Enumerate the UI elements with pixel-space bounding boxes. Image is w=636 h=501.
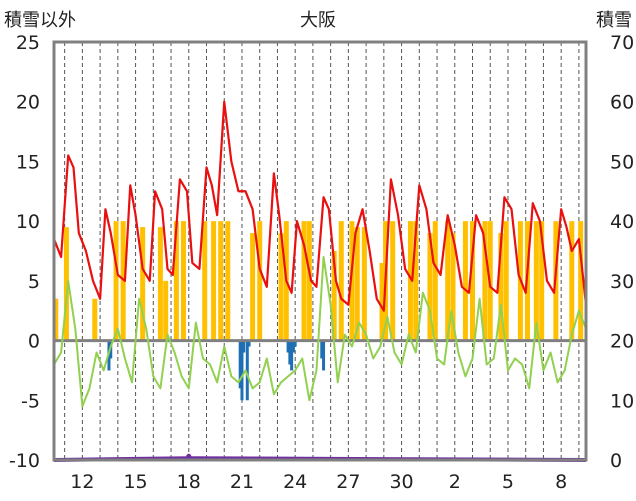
sunshine-bar: [462, 221, 468, 341]
x-tick-label: 8: [555, 471, 567, 493]
temperature-line: [52, 100, 588, 312]
sunshine-bar: [482, 221, 488, 341]
sunshine-bar: [306, 221, 312, 341]
sunshine-bar: [470, 221, 476, 341]
left-tick-label: 5: [28, 271, 40, 293]
right-tick-label: 10: [610, 390, 634, 412]
x-tick-label: 27: [336, 471, 360, 493]
left-tick-label: -10: [9, 450, 40, 472]
x-tick-label: 2: [449, 471, 461, 493]
temperature-series: [52, 100, 588, 312]
sunshine-bar: [202, 221, 208, 341]
right-tick-label: 40: [610, 211, 634, 233]
right-axis-label: 積雪: [596, 10, 632, 31]
right-tick-label: 60: [610, 92, 634, 114]
green-line: [53, 255, 587, 408]
sunshine-bar: [211, 221, 217, 341]
sunshine-bar: [407, 221, 413, 341]
precipitation-bar: [291, 340, 295, 353]
sunshine-bar: [250, 233, 256, 341]
left-tick-label: -5: [21, 390, 40, 412]
precipitation-bars: [107, 340, 326, 401]
left-tick-labels: 25 20 15 10 5 0 -5 -10: [9, 32, 40, 472]
sunshine-bar: [354, 227, 360, 341]
precipitation-bar: [288, 340, 292, 365]
precipitation-bar: [245, 340, 249, 401]
x-tick-label: 15: [123, 471, 147, 493]
sunshine-bar: [113, 221, 119, 341]
sunshine-bar: [349, 221, 355, 341]
sunshine-bar: [53, 298, 59, 341]
sunshine-bar: [413, 221, 419, 341]
right-tick-label: 50: [610, 151, 634, 173]
x-tick-label: 12: [70, 471, 94, 493]
sunshine-bar: [180, 221, 186, 341]
precipitation-bar: [320, 340, 324, 359]
sunshine-bar: [361, 227, 367, 341]
precipitation-bar: [293, 340, 297, 347]
green-series: [53, 255, 587, 408]
plot-frame: [52, 40, 588, 462]
x-tick-label: 5: [502, 471, 514, 493]
sunshine-bar: [569, 221, 575, 341]
right-tick-label: 70: [610, 32, 634, 54]
x-tick-label: 18: [177, 471, 201, 493]
right-tick-label: 30: [610, 271, 634, 293]
sunshine-bar: [140, 227, 146, 341]
sunshine-bar: [533, 221, 539, 341]
sunshine-bar: [390, 221, 396, 341]
sunshine-bar: [301, 221, 307, 341]
sunshine-bar: [338, 221, 344, 341]
sunshine-bar: [539, 221, 545, 341]
left-tick-label: 0: [28, 331, 40, 353]
right-tick-label: 0: [610, 450, 622, 472]
sunshine-bar: [331, 251, 337, 341]
sunshine-bar: [445, 221, 451, 341]
sunshine-bar: [257, 221, 263, 341]
x-tick-label: 30: [389, 471, 413, 493]
left-tick-label: 10: [16, 211, 40, 233]
sunshine-bar: [218, 221, 224, 341]
left-tick-label: 15: [16, 151, 40, 173]
x-tick-labels: 12 15 18 21 24 27 30 2 5 8: [70, 471, 567, 493]
sunshine-bar: [157, 227, 163, 341]
chart-title: 大阪: [300, 10, 336, 31]
sunshine-bar: [63, 227, 69, 341]
precipitation-bar: [322, 340, 326, 371]
right-tick-label: 20: [610, 331, 634, 353]
sunshine-bar: [120, 221, 126, 341]
sunshine-bar: [450, 233, 456, 341]
right-tick-labels: 70 60 50 40 30 20 10 0: [610, 32, 634, 472]
x-tick-label: 21: [230, 471, 254, 493]
sunshine-bar: [173, 221, 179, 341]
precipitation-bar: [238, 340, 242, 389]
sunshine-bar: [92, 298, 98, 341]
left-axis-label: 積雪以外: [4, 10, 76, 31]
sunshine-bar: [503, 221, 509, 341]
left-tick-label: 20: [16, 92, 40, 114]
sunshine-bar: [578, 221, 584, 341]
sunshine-bar: [163, 280, 169, 341]
precipitation-bar: [247, 340, 251, 347]
left-tick-label: 25: [16, 32, 40, 54]
x-tick-label: 24: [283, 471, 307, 493]
precipitation-bar: [242, 340, 246, 353]
sunshine-bar: [379, 262, 385, 341]
precipitation-bar: [240, 340, 244, 401]
precipitation-bar: [286, 340, 290, 353]
sunshine-bar: [432, 221, 438, 341]
sunshine-bar: [225, 221, 231, 341]
sunshine-bar: [427, 233, 433, 341]
sunshine-bar: [498, 233, 504, 341]
sunshine-bar: [278, 233, 284, 341]
precipitation-bar: [290, 340, 294, 371]
snow-point: [186, 453, 192, 459]
